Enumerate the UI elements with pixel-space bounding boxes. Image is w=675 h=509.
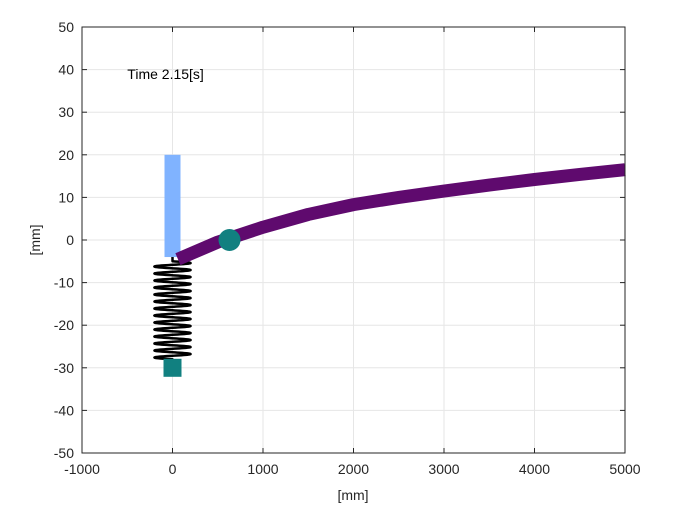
y-axis-label: [mm]: [27, 224, 43, 255]
x-tick-label: -1000: [64, 461, 100, 477]
circle-marker: [218, 229, 241, 251]
x-tick-label: 3000: [428, 461, 459, 477]
y-tick-label: -40: [54, 402, 74, 418]
x-tick-label: 5000: [609, 461, 640, 477]
x-axis-label: [mm]: [337, 487, 368, 503]
x-tick-label: 4000: [519, 461, 550, 477]
y-tick-label: -30: [54, 360, 74, 376]
y-tick-label: 30: [58, 104, 74, 120]
data-layer: [153, 154, 626, 377]
x-tick-label: 2000: [338, 461, 369, 477]
beam-series-line: [175, 163, 626, 266]
x-tick-label: 0: [169, 461, 177, 477]
y-tick-label: -10: [54, 275, 74, 291]
y-tick-label: 10: [58, 189, 74, 205]
y-tick-label: 0: [66, 232, 74, 248]
ticks: -1000 0 1000 2000 3000 4000 5000 -50 -40 -30 -20 -1…: [54, 19, 641, 477]
y-tick-label: -50: [54, 445, 74, 461]
y-tick-label: -20: [54, 317, 74, 333]
spring-coil: [153, 257, 192, 368]
square-marker: [163, 358, 182, 377]
y-tick-label: 50: [58, 19, 74, 35]
y-tick-label: 40: [58, 62, 74, 78]
annotation-time: Time 2.15[s]: [127, 66, 204, 82]
x-tick-label: 1000: [247, 461, 278, 477]
y-tick-label: 20: [58, 147, 74, 163]
post-bar: [164, 154, 181, 258]
